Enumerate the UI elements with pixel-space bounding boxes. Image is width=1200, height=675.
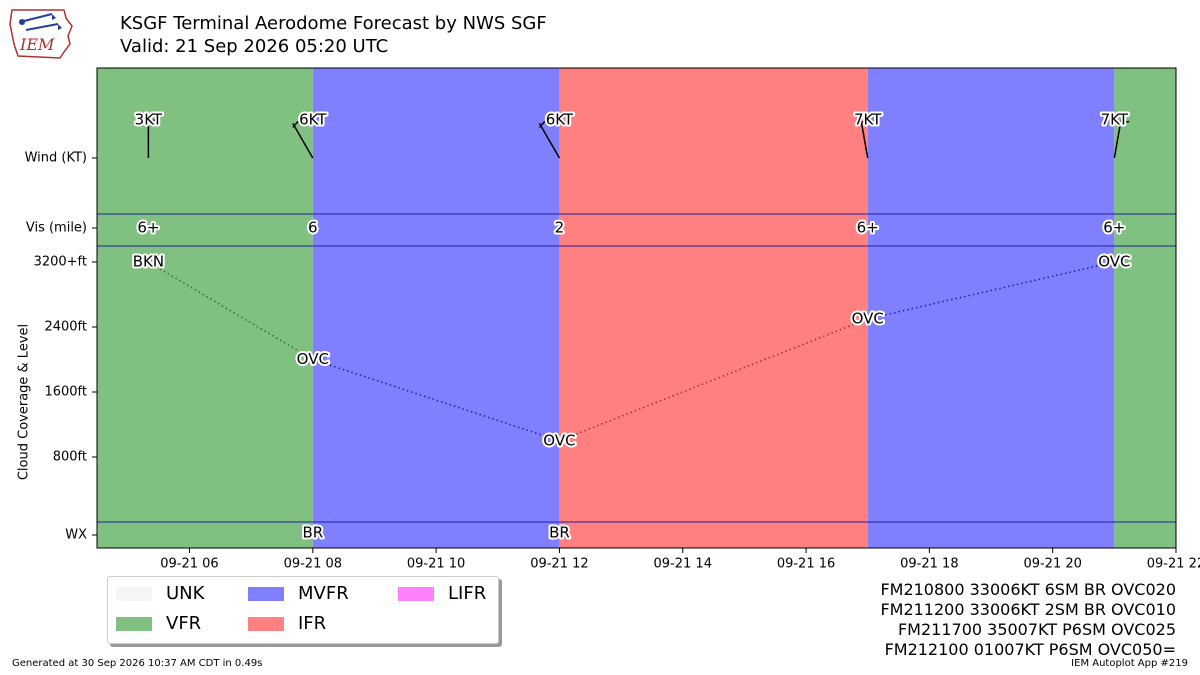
category-band-mvfr bbox=[312, 68, 560, 548]
legend-swatch-ifr bbox=[248, 616, 284, 631]
taf-line: FM212100 01007KT P6SM OVC050= bbox=[884, 640, 1176, 659]
wind-barb bbox=[538, 122, 561, 159]
x-tick-label: 09-21 22 bbox=[1147, 557, 1200, 572]
x-tick-label: 09-21 14 bbox=[654, 557, 712, 572]
x-tick-label: 09-21 16 bbox=[777, 557, 835, 572]
cloud-coverage-label: OVC bbox=[852, 309, 884, 327]
x-tick-label: 09-21 20 bbox=[1023, 557, 1081, 572]
generated-note: Generated at 30 Sep 2026 10:37 AM CDT in… bbox=[12, 658, 263, 669]
wind-barb bbox=[1113, 118, 1123, 159]
cloud-coverage-label: OVC bbox=[543, 431, 575, 449]
cloud-level-segment bbox=[312, 358, 560, 442]
legend-item-lifr: LIFR bbox=[398, 583, 486, 604]
wind-speed-label: 6KT bbox=[299, 111, 327, 129]
title-line-2: Valid: 21 Sep 2026 05:20 UTC bbox=[120, 36, 389, 57]
cloud-level-segment bbox=[559, 318, 869, 442]
legend: UNK VFR MVFR IFR LIFR bbox=[107, 576, 499, 644]
app-note: IEM Autoplot App #219 bbox=[1071, 658, 1188, 669]
category-band-ifr bbox=[559, 68, 868, 548]
cloud-tick-label: 800ft bbox=[53, 450, 87, 465]
wind-speed-label: 3KT bbox=[135, 111, 163, 129]
wind-speed-label: 7KT bbox=[854, 111, 882, 129]
wind-barb-flag bbox=[148, 118, 157, 123]
x-tick-label: 09-21 10 bbox=[407, 557, 465, 572]
cloud-tick-label: 2400ft bbox=[44, 320, 87, 335]
wind-speed-label: 6KT bbox=[546, 111, 574, 129]
legend-item-vfr: VFR bbox=[116, 613, 201, 634]
iem-logo: IEM bbox=[9, 9, 73, 59]
cloud-level-segment bbox=[867, 261, 1115, 320]
cloud-coverage-label: BKN bbox=[133, 253, 164, 271]
wind-barb bbox=[292, 122, 314, 159]
category-band-mvfr bbox=[867, 68, 1115, 548]
visibility-label: 6+ bbox=[137, 219, 159, 237]
weather-label: BR bbox=[302, 524, 323, 542]
taf-line: FM210800 33006KT 6SM BR OVC020 bbox=[880, 580, 1176, 599]
category-band-vfr bbox=[97, 68, 313, 548]
title-line-1: KSGF Terminal Aerodome Forecast by NWS S… bbox=[120, 13, 547, 34]
legend-label-lifr: LIFR bbox=[448, 583, 487, 604]
wind-barb-flag bbox=[538, 120, 546, 128]
row-label-vis: Vis (mile) bbox=[26, 221, 87, 236]
logo-text: IEM bbox=[19, 35, 55, 54]
taf-line: FM211200 33006KT 2SM BR OVC010 bbox=[880, 600, 1176, 619]
visibility-label: 6+ bbox=[857, 219, 879, 237]
legend-item-mvfr: MVFR bbox=[248, 583, 349, 604]
legend-item-ifr: IFR bbox=[248, 613, 326, 634]
legend-item-unk: UNK bbox=[116, 583, 204, 604]
cloud-level-segment bbox=[147, 261, 314, 361]
legend-swatch-unk bbox=[116, 586, 152, 601]
taf-line: FM211700 35007KT P6SM OVC025 bbox=[897, 620, 1176, 639]
legend-swatch-lifr bbox=[398, 586, 434, 601]
taf-text-block: FM210800 33006KT 6SM BR OVC020 FM211200 … bbox=[880, 580, 1176, 660]
wind-barb-flag bbox=[292, 120, 299, 128]
cloud-tick-label: 3200+ft bbox=[34, 255, 87, 270]
visibility-label: 2 bbox=[555, 219, 565, 237]
legend-label-ifr: IFR bbox=[298, 613, 327, 634]
legend-label-unk: UNK bbox=[166, 583, 205, 604]
category-band-vfr bbox=[1114, 68, 1176, 548]
visibility-label: 6+ bbox=[1103, 219, 1125, 237]
wind-barb bbox=[860, 118, 869, 159]
plot-frame bbox=[96, 67, 1177, 549]
x-tick-label: 09-21 06 bbox=[160, 557, 218, 572]
visibility-label: 6 bbox=[308, 219, 318, 237]
cloud-tick-label: 1600ft bbox=[44, 385, 87, 400]
x-tick-label: 09-21 12 bbox=[530, 557, 588, 572]
wind-speed-label: 7KT bbox=[1101, 111, 1129, 129]
wind-barb-flag bbox=[860, 118, 869, 124]
row-label-wind: Wind (KT) bbox=[25, 151, 87, 166]
y-axis-label: Cloud Coverage & Level bbox=[17, 324, 32, 480]
wind-barb-flag bbox=[1121, 120, 1130, 124]
chart-title: KSGF Terminal Aerodome Forecast by NWS S… bbox=[120, 12, 547, 58]
legend-label-vfr: VFR bbox=[166, 613, 202, 634]
x-tick-label: 09-21 08 bbox=[284, 557, 342, 572]
cloud-coverage-label: OVC bbox=[1098, 253, 1130, 271]
legend-swatch-vfr bbox=[116, 616, 152, 631]
row-label-wx: WX bbox=[65, 528, 87, 543]
legend-label-mvfr: MVFR bbox=[298, 583, 349, 604]
weather-label: BR bbox=[549, 524, 570, 542]
x-tick-label: 09-21 18 bbox=[900, 557, 958, 572]
legend-swatch-mvfr bbox=[248, 586, 284, 601]
cloud-coverage-label: OVC bbox=[297, 350, 329, 368]
